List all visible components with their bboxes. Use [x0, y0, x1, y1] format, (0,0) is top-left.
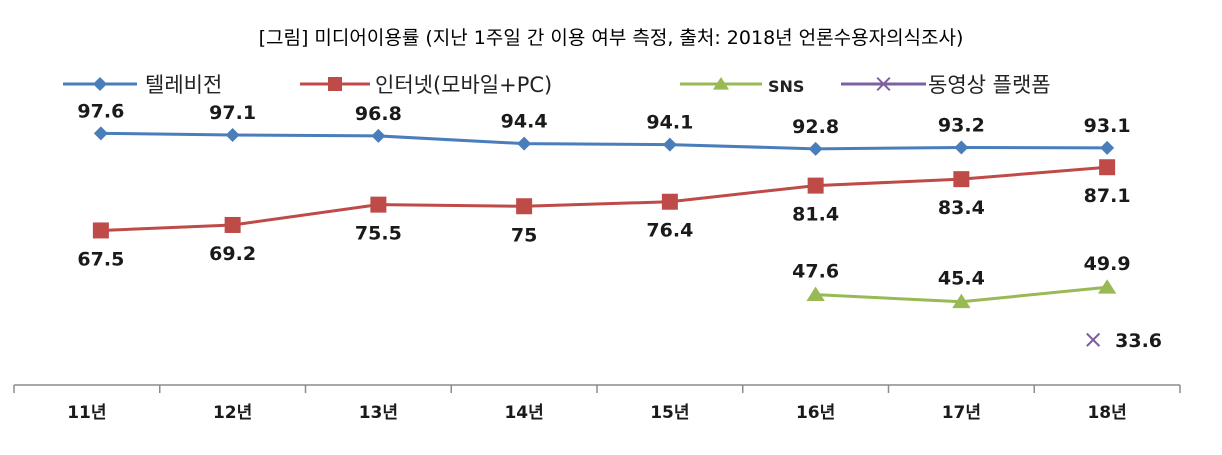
data-label-tv: 97.6 — [77, 100, 124, 122]
data-label-tv: 96.8 — [355, 103, 402, 125]
legend-item-video-platform: 동영상 플랫폼 — [841, 73, 1051, 97]
legend-label-sns: SNS — [768, 77, 804, 96]
legend-item-sns: SNS — [680, 77, 804, 96]
data-point-tv — [517, 136, 532, 151]
data-point-internet — [1099, 159, 1116, 176]
legend-marker-sns — [712, 77, 730, 90]
data-label-internet: 87.1 — [1084, 185, 1131, 207]
legend-marker-internet — [328, 77, 342, 91]
legend-label-tv: 텔레비전 — [145, 73, 222, 97]
series-tv: 97.6 97.1 96.8 94.4 94.1 92.8 93.2 93.1 — [77, 100, 1131, 156]
data-point-internet — [807, 177, 824, 194]
legend-marker-video-platform — [876, 76, 891, 92]
x-tick-label: 18년 — [1087, 403, 1126, 423]
data-label-tv: 93.2 — [938, 115, 985, 137]
data-label-sns: 49.9 — [1084, 253, 1131, 275]
x-tick-label: 14년 — [504, 403, 543, 423]
data-point-internet — [516, 198, 533, 215]
data-label-internet: 76.4 — [646, 220, 693, 242]
x-tick-label: 11년 — [67, 403, 106, 423]
data-point-internet — [224, 216, 241, 233]
x-axis: 11년 12년 13년 14년 15년 16년 17년 18년 — [13, 384, 1181, 423]
data-point-tv — [93, 126, 108, 141]
legend-label-video-platform: 동영상 플랫폼 — [928, 73, 1051, 97]
data-point-internet — [92, 222, 109, 239]
data-label-internet: 75 — [511, 224, 537, 246]
data-point-sns — [1097, 279, 1117, 294]
data-point-sns — [952, 293, 971, 309]
series-layer: 97.6 97.1 96.8 94.4 94.1 92.8 93.2 93.1 67.5 69.2… — [77, 100, 1162, 351]
data-point-tv — [808, 141, 823, 156]
series-line-internet — [100, 165, 1108, 232]
data-point-tv — [371, 128, 386, 143]
legend: 텔레비전 인터넷(모바일+PC) SNS 동영상 플랫폼 — [63, 73, 1051, 97]
data-label-tv: 93.1 — [1084, 115, 1131, 137]
data-point-sns — [806, 286, 825, 302]
series-internet: 67.5 69.2 75.5 75 76.4 81.4 83.4 87.1 — [77, 159, 1131, 270]
data-label-tv: 97.1 — [209, 102, 256, 124]
data-label-tv: 94.4 — [501, 111, 548, 133]
x-tick-label: 13년 — [359, 403, 398, 423]
data-label-internet: 67.5 — [77, 248, 124, 270]
data-label-sns: 47.6 — [792, 261, 839, 283]
data-point-internet — [370, 196, 387, 213]
data-label-tv: 92.8 — [792, 116, 839, 138]
chart-title: [그림] 미디어이용률 (지난 1주일 간 이용 여부 측정, 출처: 2018… — [259, 27, 964, 49]
data-point-tv — [225, 127, 240, 142]
x-tick-label: 16년 — [796, 403, 835, 423]
x-tick-label: 17년 — [942, 403, 981, 423]
data-point-internet — [953, 171, 970, 188]
data-label-internet: 81.4 — [792, 204, 839, 226]
data-label-video-platform: 33.6 — [1115, 330, 1162, 352]
data-point-tv — [954, 140, 969, 155]
series-video-platform: 33.6 — [1086, 330, 1162, 352]
data-label-sns: 45.4 — [938, 268, 985, 290]
series-sns: 47.6 45.4 49.9 — [792, 253, 1131, 309]
legend-marker-tv — [93, 77, 107, 91]
legend-item-internet: 인터넷(모바일+PC) — [300, 73, 552, 97]
x-tick-label: 15년 — [650, 403, 689, 423]
series-line-tv — [100, 131, 1108, 151]
data-point-internet — [661, 193, 678, 210]
legend-item-tv: 텔레비전 — [63, 73, 222, 97]
data-label-internet: 69.2 — [209, 243, 256, 265]
legend-label-internet: 인터넷(모바일+PC) — [375, 73, 552, 97]
x-tick-label: 12년 — [213, 403, 252, 423]
data-label-internet: 75.5 — [355, 223, 402, 245]
data-point-tv — [1100, 140, 1115, 155]
data-point-video-platform — [1086, 332, 1101, 347]
data-label-tv: 94.1 — [646, 112, 693, 134]
data-label-internet: 83.4 — [938, 197, 985, 219]
data-point-tv — [662, 137, 677, 152]
